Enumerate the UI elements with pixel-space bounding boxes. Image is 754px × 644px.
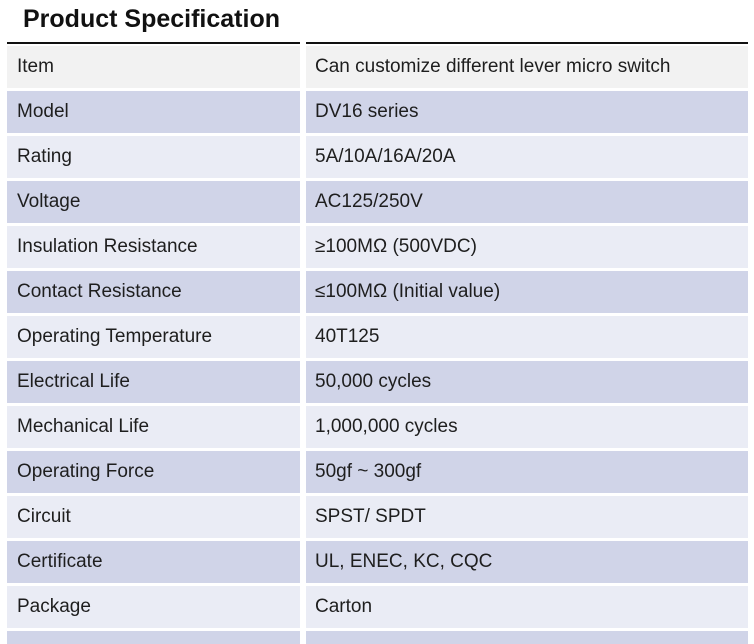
spec-label: Item [7,46,300,88]
table-top-border-left [7,42,300,44]
spec-label: Rating [7,136,300,178]
spec-label: Contact Resistance [7,271,300,313]
table-top-border [7,42,748,44]
spec-value: 50gf ~ 300gf [306,451,748,493]
table-row-certificate: Certificate UL, ENEC, KC, CQC [7,541,748,583]
spec-value: ≤100MΩ (Initial value) [306,271,748,313]
table-top-border-right [306,42,748,44]
spec-label: Voltage [7,181,300,223]
spec-value: AC125/250V [306,181,748,223]
table-row-package: Package Carton [7,586,748,628]
table-row-electrical-life: Electrical Life 50,000 cycles [7,361,748,403]
spec-value: SPST/ SPDT [306,496,748,538]
page-title: Product Specification [23,5,280,33]
table-row-voltage: Voltage AC125/250V [7,181,748,223]
spec-label: Circuit [7,496,300,538]
spec-label: Certificate [7,541,300,583]
table-row-operating-force: Operating Force 50gf ~ 300gf [7,451,748,493]
spec-label: Electrical Life [7,361,300,403]
spec-value: 50,000 cycles [306,361,748,403]
spec-label: Insulation Resistance [7,226,300,268]
table-row-operating-temperature: Operating Temperature 40T125 [7,316,748,358]
spec-label: Operating Temperature [7,316,300,358]
spec-value: 5A/10A/16A/20A [306,136,748,178]
table-row-circuit: Circuit SPST/ SPDT [7,496,748,538]
spec-value: Carton [306,586,748,628]
spec-value: ≥100MΩ (500VDC) [306,226,748,268]
spec-value: 40T125 [306,316,748,358]
spec-value: 1,000,000 cycles [306,406,748,448]
table-row-insulation-resistance: Insulation Resistance ≥100MΩ (500VDC) [7,226,748,268]
spec-label: Model [7,91,300,133]
table-row-model: Model DV16 series [7,91,748,133]
spec-value: DV16 series [306,91,748,133]
table-row-mechanical-life: Mechanical Life 1,000,000 cycles [7,406,748,448]
table-row-contact-resistance: Contact Resistance ≤100MΩ (Initial value… [7,271,748,313]
spec-label: Operating Force [7,451,300,493]
table-row-item: Item Can customize different lever micro… [7,46,748,88]
spec-label: Package [7,586,300,628]
spec-label [7,631,300,644]
table-row-rating: Rating 5A/10A/16A/20A [7,136,748,178]
spec-value: Can customize different lever micro swit… [306,46,748,88]
spec-value: UL, ENEC, KC, CQC [306,541,748,583]
spec-value [306,631,748,644]
product-specification-table: Item Can customize different lever micro… [7,42,748,644]
table-row-partial-clipped [7,631,748,644]
spec-label: Mechanical Life [7,406,300,448]
